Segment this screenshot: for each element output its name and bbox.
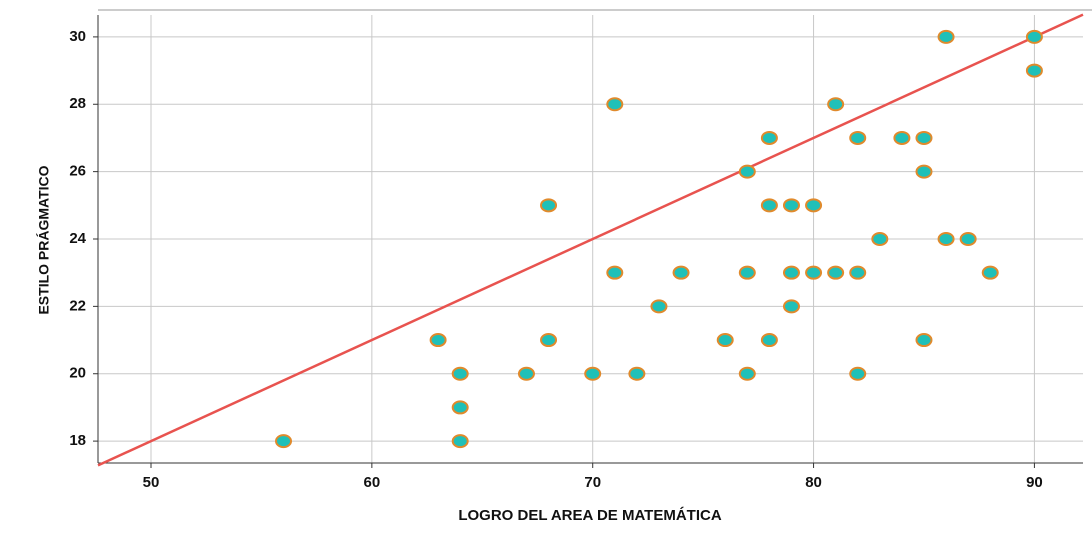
point xyxy=(937,29,955,44)
x-tick-label: 80 xyxy=(805,474,822,491)
point xyxy=(937,232,955,246)
point xyxy=(738,164,756,179)
point xyxy=(672,265,690,280)
y-axis-title: ESTILO PRÁGMATICO xyxy=(36,165,52,314)
point xyxy=(782,265,800,280)
point xyxy=(429,333,447,348)
point xyxy=(871,232,889,246)
point xyxy=(805,265,823,280)
point xyxy=(738,265,756,280)
point xyxy=(782,299,800,314)
y-tick-label: 20 xyxy=(69,365,86,382)
point xyxy=(1025,63,1043,78)
point xyxy=(782,198,800,213)
y-tick-label: 26 xyxy=(69,163,86,180)
fit-line xyxy=(97,13,1084,467)
x-tick-label: 70 xyxy=(584,474,601,491)
x-tick-label: 50 xyxy=(143,474,160,491)
point xyxy=(849,366,867,381)
point xyxy=(606,265,624,280)
point xyxy=(760,198,778,213)
point xyxy=(451,434,469,449)
point xyxy=(915,130,933,145)
y-tick-label: 22 xyxy=(69,297,86,314)
point xyxy=(517,366,535,381)
point xyxy=(584,366,602,381)
point xyxy=(716,333,734,348)
point xyxy=(650,299,668,314)
point xyxy=(959,232,977,246)
point xyxy=(849,130,867,145)
point xyxy=(849,265,867,280)
point xyxy=(451,400,469,415)
y-tick-label: 28 xyxy=(69,95,86,112)
point xyxy=(540,198,558,213)
point xyxy=(981,265,999,280)
point xyxy=(540,333,558,348)
point xyxy=(275,434,293,449)
point xyxy=(893,130,911,145)
x-tick-label: 60 xyxy=(364,474,381,491)
y-tick-label: 18 xyxy=(69,432,86,449)
point xyxy=(760,333,778,348)
point xyxy=(738,366,756,381)
point xyxy=(915,164,933,179)
point xyxy=(451,366,469,381)
x-tick-label: 90 xyxy=(1026,474,1043,491)
point xyxy=(606,97,624,112)
point xyxy=(915,333,933,348)
point xyxy=(827,265,845,280)
point xyxy=(760,130,778,145)
y-tick-label: 30 xyxy=(69,28,86,45)
point xyxy=(805,198,823,213)
y-tick-label: 24 xyxy=(69,230,86,247)
x-axis-title: LOGRO DEL AREA DE MATEMÁTICA xyxy=(458,507,721,524)
point xyxy=(1025,29,1043,44)
point xyxy=(827,97,845,112)
point xyxy=(628,366,646,381)
